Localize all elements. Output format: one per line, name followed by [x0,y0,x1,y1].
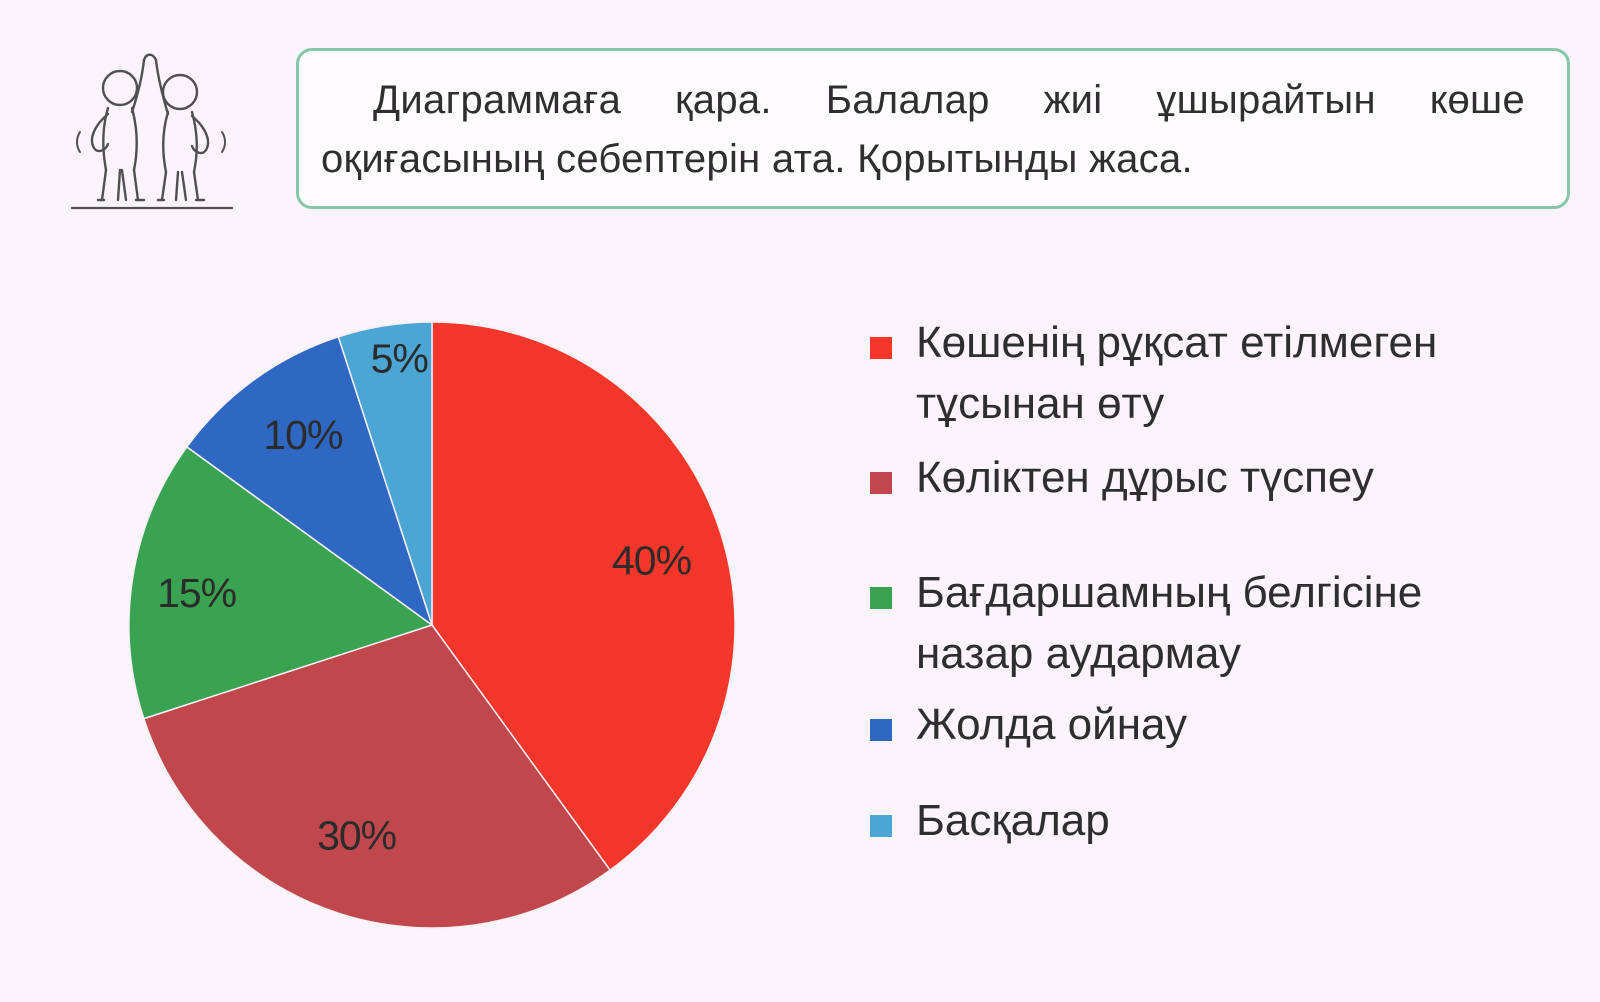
pie-slice-label-1: 40% [612,537,691,583]
legend-item-5: Басқалар [870,790,1536,851]
pie-slice-label-4: 10% [263,412,342,458]
legend-swatch-2 [870,472,892,494]
pie-slice-1 [431,321,736,872]
legend-item-4: Жолда ойнау [870,694,1536,755]
pie-slice-label-3: 15% [157,570,236,616]
instruction-box: Диаграммаға қара. Балалар жиі ұшырайтын … [296,48,1570,209]
legend-swatch-5 [870,815,892,837]
legend-swatch-4 [870,719,892,741]
pie-slice-2 [142,624,612,929]
legend-item-1: Көшенің рұқсат етілмеген тұсынан өту [870,312,1536,434]
legend-label-1: Көшенің рұқсат етілмеген тұсынан өту [916,318,1438,428]
pie-slice-3 [128,445,434,720]
pie-slice-label-2: 30% [317,812,396,858]
two-children-high-five-icon [62,48,242,213]
legend-swatch-1 [870,337,892,359]
legend-swatch-3 [870,587,892,609]
legend-label-3: Бағдаршамның белгісіне назар аудармау [916,568,1423,678]
pie-slice-5 [337,321,433,626]
legend-label-2: Көліктен дұрыс түспеу [916,453,1374,502]
legend-item-2: Көліктен дұрыс түспеу [870,447,1536,508]
instruction-text: Диаграммаға қара. Балалар жиі ұшырайтын … [321,78,1525,181]
pie-chart: 40% 30% 15% 10% 5% [128,321,736,929]
pie-slice-4 [185,335,434,627]
legend-item-3: Бағдаршамның белгісіне назар аудармау [870,562,1536,684]
pie-slice-label-5: 5% [371,335,428,381]
legend-label-4: Жолда ойнау [916,700,1188,749]
legend-label-5: Басқалар [916,796,1110,845]
